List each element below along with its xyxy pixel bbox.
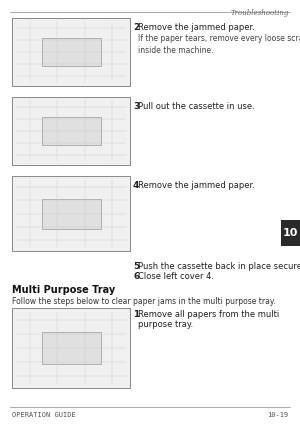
Text: 1: 1 [133,310,139,319]
Text: Remove all papers from the multi purpose tray.: Remove all papers from the multi purpose… [138,310,279,329]
Text: If the paper tears, remove every loose scrap from
inside the machine.: If the paper tears, remove every loose s… [138,34,300,55]
Text: Close left cover 4.: Close left cover 4. [138,272,214,281]
Text: Multi Purpose Tray: Multi Purpose Tray [12,285,115,295]
Text: Troubleshooting: Troubleshooting [231,9,289,17]
Bar [41,117,100,144]
Text: 3: 3 [133,102,139,111]
Bar [12,308,130,388]
Bar [41,38,100,65]
Bar [12,176,130,251]
Text: Push the cassette back in place securely.: Push the cassette back in place securely… [138,262,300,271]
Text: 5: 5 [133,262,139,271]
Text: Remove the jammed paper.: Remove the jammed paper. [138,181,255,190]
Text: Pull out the cassette in use.: Pull out the cassette in use. [138,102,255,111]
Text: 10: 10 [283,228,298,238]
Text: 4: 4 [133,181,140,190]
Text: 10-19: 10-19 [267,412,288,418]
Text: 6: 6 [133,272,139,281]
Bar [41,198,100,229]
Bar [12,97,130,165]
Bar [41,332,100,364]
Bar [281,220,300,246]
Text: Follow the steps below to clear paper jams in the multi purpose tray.: Follow the steps below to clear paper ja… [12,297,276,306]
Text: Remove the jammed paper.: Remove the jammed paper. [138,23,255,32]
Text: 2: 2 [133,23,139,32]
Text: OPERATION GUIDE: OPERATION GUIDE [12,412,76,418]
Bar [12,18,130,86]
